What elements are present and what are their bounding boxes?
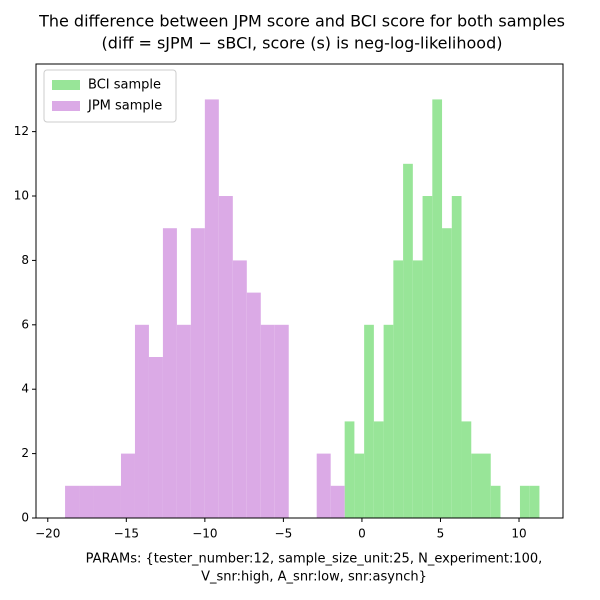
bar bbox=[260, 324, 275, 518]
bar bbox=[204, 99, 219, 518]
bar bbox=[246, 292, 261, 518]
y-tick-label: 6 bbox=[21, 317, 29, 331]
legend-label: BCI sample bbox=[88, 78, 161, 93]
bar bbox=[93, 485, 107, 518]
bar bbox=[274, 324, 289, 518]
bar bbox=[218, 196, 233, 518]
y-tick-label: 12 bbox=[14, 124, 29, 138]
x-axis-label: V_snr:high, A_snr:low, snr:asynch} bbox=[201, 570, 427, 585]
bar bbox=[403, 163, 413, 518]
bar bbox=[471, 453, 482, 518]
y-tick-label: 10 bbox=[14, 189, 29, 203]
bar bbox=[232, 260, 247, 518]
y-tick-label: 8 bbox=[21, 253, 29, 267]
bar bbox=[190, 228, 205, 518]
bar bbox=[412, 260, 423, 518]
bar bbox=[120, 453, 135, 518]
bar bbox=[344, 421, 355, 518]
bar bbox=[330, 485, 345, 518]
bar bbox=[106, 485, 121, 518]
bar bbox=[134, 324, 149, 518]
x-tick-label: −15 bbox=[114, 527, 139, 541]
bar bbox=[451, 196, 462, 518]
x-tick-label: −10 bbox=[192, 527, 217, 541]
bar bbox=[529, 485, 540, 518]
bar bbox=[442, 228, 452, 518]
bar bbox=[490, 485, 501, 518]
plot-frame bbox=[35, 63, 564, 519]
bar bbox=[364, 324, 374, 518]
bar bbox=[162, 228, 177, 518]
bar bbox=[461, 421, 472, 518]
bar bbox=[422, 196, 433, 518]
bar bbox=[373, 421, 384, 518]
y-tick-label: 2 bbox=[21, 446, 29, 460]
x-tick-label: 10 bbox=[511, 527, 526, 541]
bar bbox=[432, 99, 443, 518]
x-tick-label: −5 bbox=[275, 527, 293, 541]
bar bbox=[316, 453, 331, 518]
y-tick-label: 4 bbox=[21, 382, 29, 396]
y-tick-label: 0 bbox=[21, 511, 29, 525]
x-tick-label: 5 bbox=[437, 527, 445, 541]
chart-subtitle: (diff = sJPM − sBCI, score (s) is neg-lo… bbox=[102, 34, 503, 53]
bar bbox=[481, 453, 491, 518]
legend-swatch bbox=[52, 101, 80, 111]
bar bbox=[393, 260, 404, 518]
chart-title: The difference between JPM score and BCI… bbox=[38, 12, 565, 31]
x-tick-label: 0 bbox=[358, 527, 366, 541]
bar bbox=[148, 357, 163, 518]
bar bbox=[383, 324, 394, 518]
x-tick-label: −20 bbox=[35, 527, 60, 541]
bar bbox=[79, 485, 94, 518]
legend-label: JPM sample bbox=[87, 99, 162, 114]
bar bbox=[354, 453, 365, 518]
bar bbox=[65, 485, 80, 518]
bar bbox=[519, 485, 530, 518]
legend-swatch bbox=[52, 80, 80, 90]
bar bbox=[176, 324, 191, 518]
x-axis-label: PARAMs: {tester_number:12, sample_size_u… bbox=[86, 552, 543, 567]
